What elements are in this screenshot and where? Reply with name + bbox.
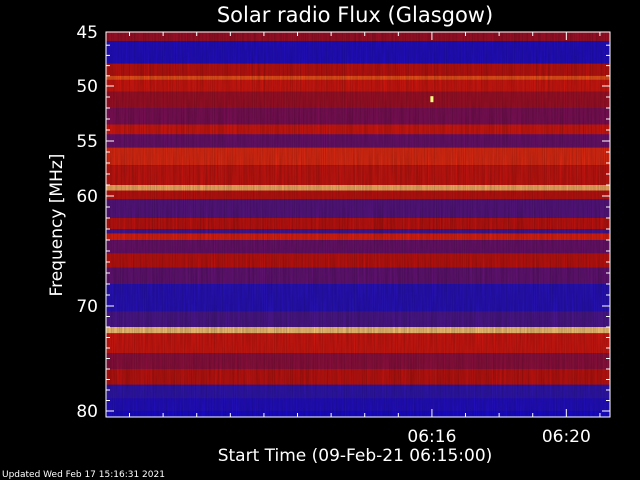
x-tick-label: 06:16 — [407, 427, 456, 447]
plot-frame — [105, 31, 611, 418]
x-axis-label: Start Time (09-Feb-21 06:15:00) — [218, 446, 493, 466]
y-tick-label: 50 — [76, 77, 98, 97]
y-tick-label: 45 — [76, 23, 98, 43]
chart-title: Solar radio Flux (Glasgow) — [217, 3, 493, 27]
y-axis-label: Frequency [MHz] — [47, 154, 67, 297]
updated-timestamp: Updated Wed Feb 17 15:16:31 2021 — [2, 470, 165, 480]
y-tick-label: 60 — [76, 187, 98, 207]
y-tick-label: 70 — [76, 297, 98, 317]
y-axis: 45 50 55 60 70 80 — [76, 23, 610, 422]
x-tick-label: 06:20 — [542, 427, 591, 447]
burst-markers — [430, 96, 434, 103]
noise-texture — [106, 32, 610, 417]
y-tick-label: 80 — [76, 402, 98, 422]
y-tick-label: 55 — [76, 132, 98, 152]
burst-marker — [430, 96, 434, 103]
